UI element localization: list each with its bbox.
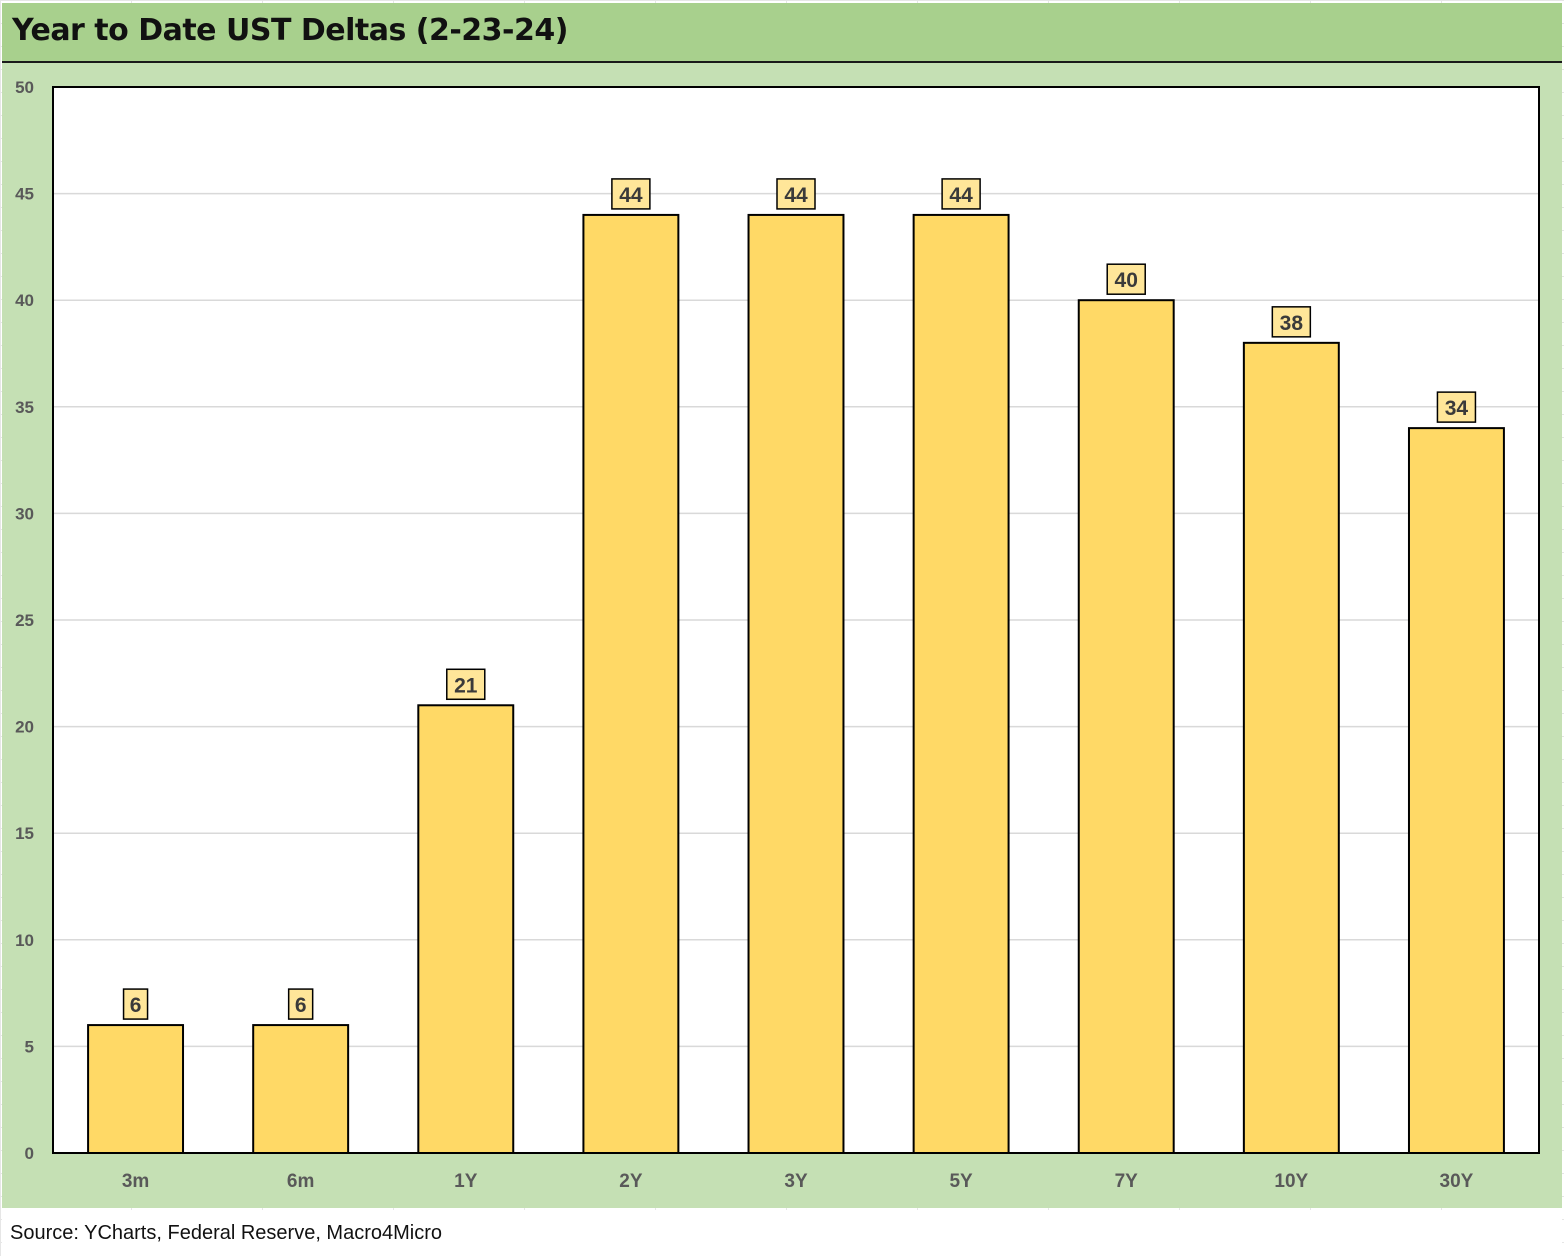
data-label-box xyxy=(122,988,149,1020)
x-category-label: 1Y xyxy=(454,1171,478,1192)
bar xyxy=(582,213,680,1155)
y-tick-label: 30 xyxy=(15,504,34,523)
data-label: 38 xyxy=(1280,312,1304,335)
data-label-box xyxy=(287,988,314,1020)
x-category-label: 5Y xyxy=(949,1171,973,1192)
x-category-label: 7Y xyxy=(1115,1171,1139,1192)
data-label: 6 xyxy=(295,994,307,1017)
y-tick-label: 20 xyxy=(15,718,34,737)
data-label: 6 xyxy=(130,994,142,1017)
data-label: 21 xyxy=(454,674,478,697)
data-label: 44 xyxy=(619,184,643,207)
bar xyxy=(912,213,1010,1155)
y-tick-label: 35 xyxy=(15,398,34,417)
bar xyxy=(1077,299,1175,1154)
data-label-box xyxy=(611,178,651,210)
bar xyxy=(1242,341,1340,1154)
bar xyxy=(417,704,515,1155)
data-label-box xyxy=(1271,306,1312,338)
y-tick-label: 40 xyxy=(15,291,34,310)
y-tick-label: 25 xyxy=(15,611,34,630)
data-label-box xyxy=(1106,263,1146,295)
title-bar: Year to Date UST Deltas (2-23-24) xyxy=(2,3,1562,63)
bar-chart: 0 5 10 15 20 25 30 35 40 45 50 6 3m 6 6m 21 1Y 44 2Y 44 3Y 44… xyxy=(15,78,1540,1192)
y-tick-label: 50 xyxy=(15,78,34,97)
data-label-box xyxy=(776,178,816,210)
chart-title: Year to Date UST Deltas (2-23-24) xyxy=(12,13,568,48)
data-label-box xyxy=(941,178,981,210)
plot-border xyxy=(52,86,1540,1154)
bar xyxy=(747,213,845,1155)
data-label: 44 xyxy=(949,184,973,207)
x-category-label: 10Y xyxy=(1274,1171,1308,1192)
y-tick-label: 0 xyxy=(25,1144,34,1163)
source-row: Source: YCharts, Federal Reserve, Macro4… xyxy=(2,1210,1562,1256)
data-label: 34 xyxy=(1445,397,1469,420)
data-label-box xyxy=(446,668,486,701)
y-tick-label: 45 xyxy=(15,185,34,204)
data-label-box xyxy=(1436,391,1477,423)
source-note: Source: YCharts, Federal Reserve, Macro4… xyxy=(10,1222,443,1244)
bar xyxy=(252,1024,350,1155)
bar xyxy=(1407,427,1505,1154)
y-tick-label: 10 xyxy=(15,931,34,950)
y-tick-label: 15 xyxy=(15,824,34,843)
x-category-label: 3Y xyxy=(784,1171,808,1192)
chart-area: 0 5 10 15 20 25 30 35 40 45 50 6 3m 6 6m 21 1Y 44 2Y 44 3Y 44… xyxy=(2,63,1562,1208)
x-category-label: 2Y xyxy=(619,1171,643,1192)
y-tick-label: 5 xyxy=(25,1037,34,1056)
x-category-label: 6m xyxy=(287,1171,314,1192)
data-label: 40 xyxy=(1115,269,1138,292)
data-label: 44 xyxy=(784,184,808,207)
x-category-label: 3m xyxy=(122,1171,149,1192)
bar xyxy=(87,1024,185,1155)
x-category-label: 30Y xyxy=(1440,1171,1474,1192)
